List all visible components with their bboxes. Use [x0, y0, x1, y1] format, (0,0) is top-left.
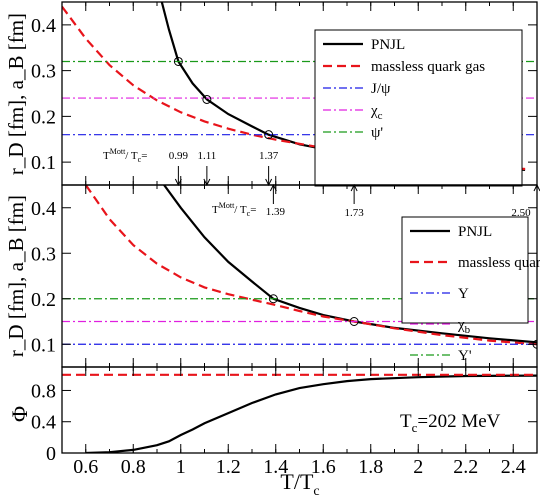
legend-label-4: ψ': [371, 125, 383, 141]
x-axis-label: T/Tc: [280, 469, 319, 498]
legend-label-4: Υ': [458, 348, 472, 364]
legend-label-0: PNJL: [371, 37, 405, 53]
mott-value: 1.39: [266, 206, 286, 218]
panel-bot: 00.40.80.6 0.8 1 1.2 1.4 1.6 1.8 2 2.2 2.4 Φ Tc=2…: [7, 367, 538, 498]
legend-label-1: massless quark gas: [458, 255, 540, 271]
y-tick-label: 0.3: [31, 243, 56, 265]
tc-annotation-value: =202 MeV: [417, 411, 500, 432]
mott-value: 1.11: [197, 150, 216, 162]
x-tick-label: 2.4: [501, 456, 526, 478]
mott-value: 1.37: [259, 150, 279, 162]
tc-annotation-sub: c: [412, 420, 418, 435]
top-legend: PNJL massless quark gas J/ψ χc ψ': [314, 29, 523, 187]
y-tick-label: 0.3: [31, 61, 56, 83]
x-tick-label: 1: [176, 456, 186, 478]
mott-label-sub: c: [247, 209, 251, 218]
series-line-0: [163, 185, 537, 344]
x-tick-label: 1.8: [358, 456, 383, 478]
legend-label-sub: b: [465, 324, 471, 336]
mott-label-eq: =: [250, 204, 256, 216]
panel-mid: 0.1 0.2 0.3 0.4 TMott/ Tc= 1.39 1.73 2.50 PNJL m…: [4, 183, 540, 367]
legend-box: [314, 29, 523, 187]
y-tick-label: 0.8: [31, 380, 56, 402]
x-tick-label: 2: [413, 456, 423, 478]
mott-label-t: T: [212, 204, 219, 216]
x-tick-label: 1.4: [263, 456, 288, 478]
legend-label-3: χc: [370, 103, 383, 122]
mott-label: TMott/ Tc=: [212, 201, 256, 218]
y-tick-label: 0.1: [31, 152, 56, 174]
legend-label-sub: c: [378, 110, 383, 122]
y-axis-label-text: r_D [fm], a_B [fm]: [4, 195, 28, 357]
tc-annotation: Tc=202 MeV: [400, 411, 501, 435]
mott-label-slash: / T: [234, 204, 247, 216]
mott-value: 1.73: [345, 207, 365, 219]
data-marker-1: [202, 94, 212, 104]
x-tick-label: 0.8: [121, 456, 146, 478]
mott-value: 0.99: [169, 150, 189, 162]
legend-label-0: PNJL: [458, 224, 492, 240]
y-axis-label-mid: r_D [fm], a_B [fm]: [4, 195, 28, 357]
y-tick-label: 0.4: [31, 198, 56, 220]
x-axis-label-main: T/T: [280, 469, 314, 494]
legend-label-main: χ: [370, 103, 378, 119]
x-tick-label: 1.2: [216, 456, 241, 478]
x-tick-label: 1.6: [311, 456, 336, 478]
legend-label-1: massless quark gas: [371, 59, 485, 75]
y-tick-label: 0: [46, 443, 56, 465]
legend-box: [401, 216, 529, 324]
bot-curves: [62, 373, 537, 453]
legend-label-main: χ: [457, 317, 465, 333]
mott-label-sup: Mott: [110, 147, 126, 156]
bot-marks: 0 0.4 0.8 0.6 0.8 1 1.2 1.4 1.6 1.8 2 2.2 2.4: [31, 367, 538, 478]
y-tick-label: 0.2: [31, 106, 56, 128]
y-tick-label: 0.1: [31, 334, 56, 356]
mott-label-eq: =: [141, 150, 147, 162]
mid-legend: PNJL massless quark gas Υχb Υ': [401, 216, 540, 364]
y-tick-label: 0.2: [31, 289, 56, 311]
y-tick-label: 0.4: [31, 15, 56, 37]
mott-label-slash: / T: [125, 150, 138, 162]
mott-value: 2.50: [511, 207, 531, 219]
x-axis-label-sub: c: [313, 484, 319, 498]
series-line-1: [84, 185, 537, 346]
mid-marks: 0.1 0.2 0.3 0.4 TMott/ Tc= 1.39 1.73 2.50: [31, 183, 540, 367]
tc-annotation-t: T: [400, 411, 412, 432]
data-marker-0: [268, 294, 278, 304]
mott-label-t: T: [103, 150, 110, 162]
mott-label: TMott/ Tc=: [103, 147, 147, 164]
y-axis-label-bot: Φ: [7, 406, 32, 422]
mott-label-sup: Mott: [219, 201, 235, 210]
y-axis-label-text: r_D [fm], a_B [fm]: [4, 13, 28, 175]
y-tick-label: 0.4: [31, 412, 56, 434]
data-marker-0: [173, 56, 183, 66]
series-line-0: [85, 374, 537, 453]
legend-label-2: Υ: [458, 286, 469, 302]
legend-label-3: χb: [457, 317, 471, 336]
panel-frames: [61, 1, 538, 454]
x-tick-label: 2.2: [453, 456, 478, 478]
data-marker-2: [264, 130, 274, 140]
x-tick-label: 0.6: [73, 456, 98, 478]
legend-label-2: J/ψ: [371, 81, 391, 97]
data-marker-1: [349, 317, 359, 326]
frame-bot: [61, 366, 538, 454]
mott-label-sub: c: [138, 155, 142, 164]
y-axis-label-top: r_D [fm], a_B [fm]: [4, 13, 28, 175]
